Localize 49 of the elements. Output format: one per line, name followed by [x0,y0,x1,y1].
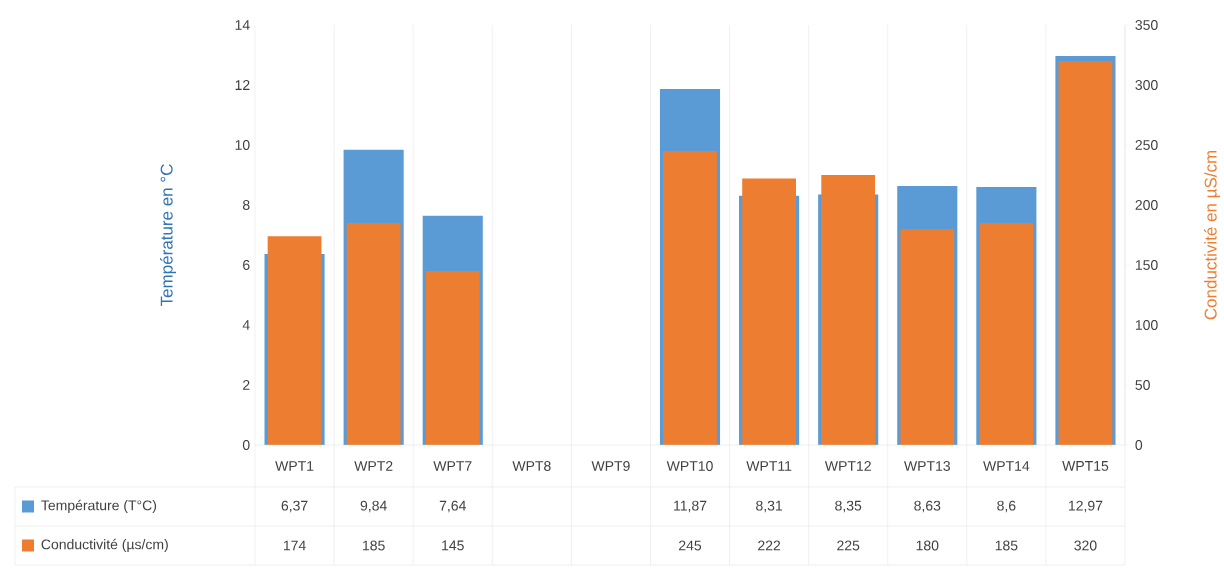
data-label: 6,37 [281,500,308,513]
y-tick-label: 8 [242,200,250,210]
y2-tick-label: 350 [1135,20,1158,30]
x-tick-label: WPT9 [591,461,630,471]
x-tick-label: WPT8 [512,461,551,471]
y2-tick-label: 100 [1135,320,1158,330]
data-label: 320 [1074,540,1097,551]
y-tick-label: 12 [235,80,250,90]
data-label: 8,35 [835,500,862,513]
data-label: 225 [837,540,860,551]
x-tick-label: WPT7 [433,461,472,471]
data-label: 245 [679,540,702,551]
y2-tick-label: 200 [1135,200,1158,210]
data-label: 9,84 [360,500,387,513]
y2-axis-title: Conductivité en µS/cm [1203,150,1221,320]
y-tick-label: 6 [243,260,250,270]
data-label: 8,63 [914,500,941,513]
x-tick-label: WPT15 [1062,461,1109,471]
data-label: 7,64 [439,500,466,513]
data-label: 11,87 [674,500,707,513]
data-label: 185 [995,540,1018,551]
y2-tick-label: 250 [1135,140,1158,150]
y2-tick-label: 150 [1135,260,1158,270]
data-label: 185 [363,540,385,551]
legend-label: Conductivité (µs/cm) [41,538,168,553]
x-tick-label: WPT11 [746,461,792,471]
data-label: 12,97 [1069,500,1103,513]
data-label: 174 [283,540,306,551]
x-tick-label: WPT10 [666,461,713,471]
data-label: 8,6 [997,500,1016,513]
y-tick-label: 14 [235,20,250,30]
x-tick-label: WPT1 [275,461,314,471]
data-label: 8,31 [756,500,783,513]
data-label: 180 [916,540,939,551]
legend-label: Température (T°C) [41,499,157,514]
data-label: 222 [758,540,781,551]
y2-tick-label: 0 [1135,440,1143,450]
y-axis-title: Température en °C [159,164,177,307]
y-tick-label: 10 [235,140,250,150]
y-tick-label: 2 [243,380,250,390]
x-tick-label: WPT12 [824,461,871,471]
data-label: 145 [442,540,464,551]
x-tick-label: WPT13 [904,461,950,471]
y2-tick-label: 300 [1135,80,1158,90]
y-tick-label: 0 [242,440,250,450]
y-tick-label: 4 [242,320,250,330]
y2-tick-label: 50 [1135,380,1150,390]
x-tick-label: WPT2 [354,461,393,471]
x-tick-label: WPT14 [983,461,1030,471]
